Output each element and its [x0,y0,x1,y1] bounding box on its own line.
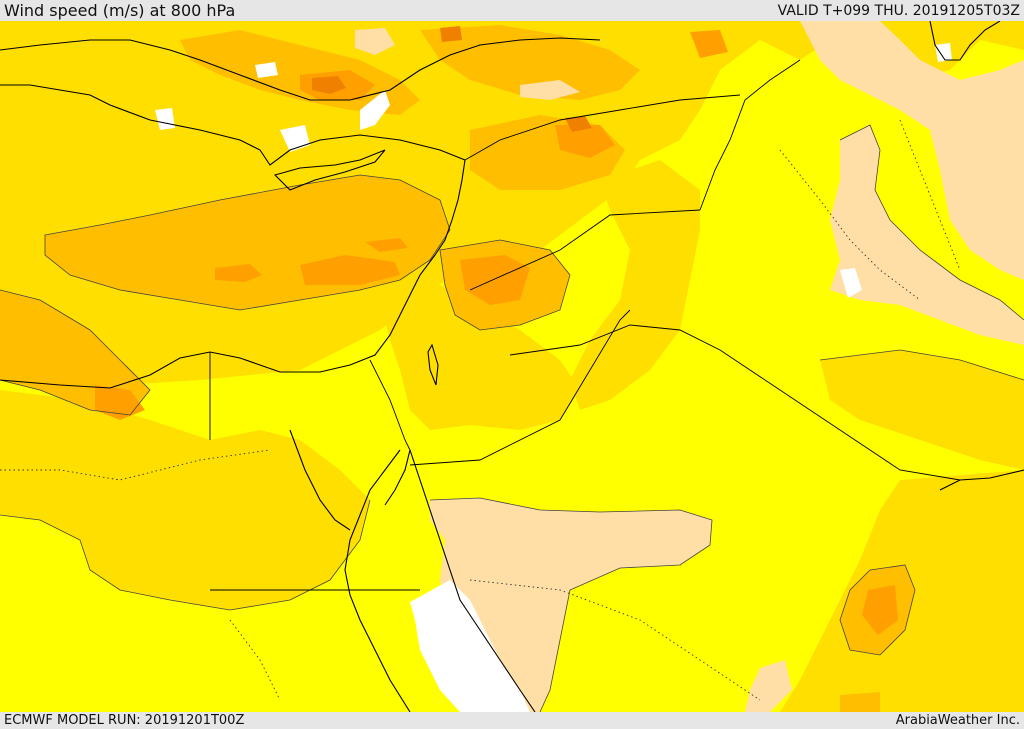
contour-central-gold [0,499,371,611]
white-patch-cyprus-north [280,125,310,152]
contour-south-orange [839,564,916,656]
contour-east-gold [819,349,1024,381]
coastline-gulf-aqaba [384,449,411,506]
orange-region-bottom [840,692,880,712]
white-patch-caspian [935,43,952,62]
province-line-saudi [469,579,761,701]
contour-arabia-peach [429,497,713,712]
border-jordan-saudi [409,309,631,466]
contour-jordan [439,239,571,331]
coastline-north-africa [0,159,466,389]
coastline-red-sea-west [344,449,411,712]
map-canvas[interactable] [0,21,1024,712]
credit-label: ArabiaWeather Inc. [895,713,1020,728]
orange-region-northeast [420,25,640,100]
gold-region-levant [380,280,580,430]
coastline-anatolia-south [0,84,466,166]
orange-patch-saudi [862,585,898,635]
coastline-cyprus [273,149,386,191]
border-turkey-syria [464,94,741,161]
contour-med-band [44,174,451,311]
coastline-black-sea [0,37,601,101]
model-run-label: ECMWF MODEL RUN: 20191201T00Z [4,713,245,728]
coastline-caspian [929,21,1001,61]
border-sinai [369,359,411,451]
white-region-red-sea [410,580,530,712]
map-title: Wind speed (m/s) at 800 hPa [4,1,236,20]
border-iraq-saudi [509,324,961,481]
gold-region-central [0,390,370,610]
coastline-persian-gulf [939,469,1024,491]
peach-region-southeast [745,660,792,712]
border-iraq-iran [699,59,801,211]
white-patch-north [255,62,278,78]
province-line-sudan [229,619,281,701]
border-syria-iraq [469,209,701,291]
title-bar: Wind speed (m/s) at 800 hPa VALID T+099 … [0,0,1024,21]
white-patch-iran [840,268,862,298]
orange-patch-central-med [215,264,262,282]
peach-region-arabia [430,498,712,712]
orange-patch-med-east [300,255,400,285]
peach-patch-north [520,80,580,100]
footer-bar: ECMWF MODEL RUN: 20191201T00Z ArabiaWeat… [0,712,1024,729]
dark-orange-spot-syria [565,116,592,132]
coastline-gulf-suez [289,429,351,531]
contour-west-orange [0,289,151,416]
peach-region-iraq [830,125,1024,345]
coastline-red-sea-east [409,449,536,712]
wind-contours [0,124,1024,712]
contour-iraq-peach [839,124,1024,321]
peach-region-northeast [800,21,1024,280]
orange-patch-turkey-east [555,125,615,158]
coastlines [0,21,1024,712]
gold-region-mesopotamia [570,160,700,410]
dark-orange-spot-turkey [312,76,346,94]
gold-region-east [820,350,1024,470]
orange-region-west [0,290,150,415]
coastline-dead-sea [427,343,439,386]
orange-patch-lebanon [365,238,408,252]
orange-patch-northeast [690,30,728,58]
political-borders [209,59,961,591]
orange-patch-jordan [460,255,530,305]
province-boundaries [0,119,961,701]
white-patch-turkey [360,90,390,130]
dark-orange-spot-north [440,26,462,42]
valid-time: VALID T+099 THU. 20191205T03Z [777,3,1020,19]
peach-patch-nw [355,28,395,55]
